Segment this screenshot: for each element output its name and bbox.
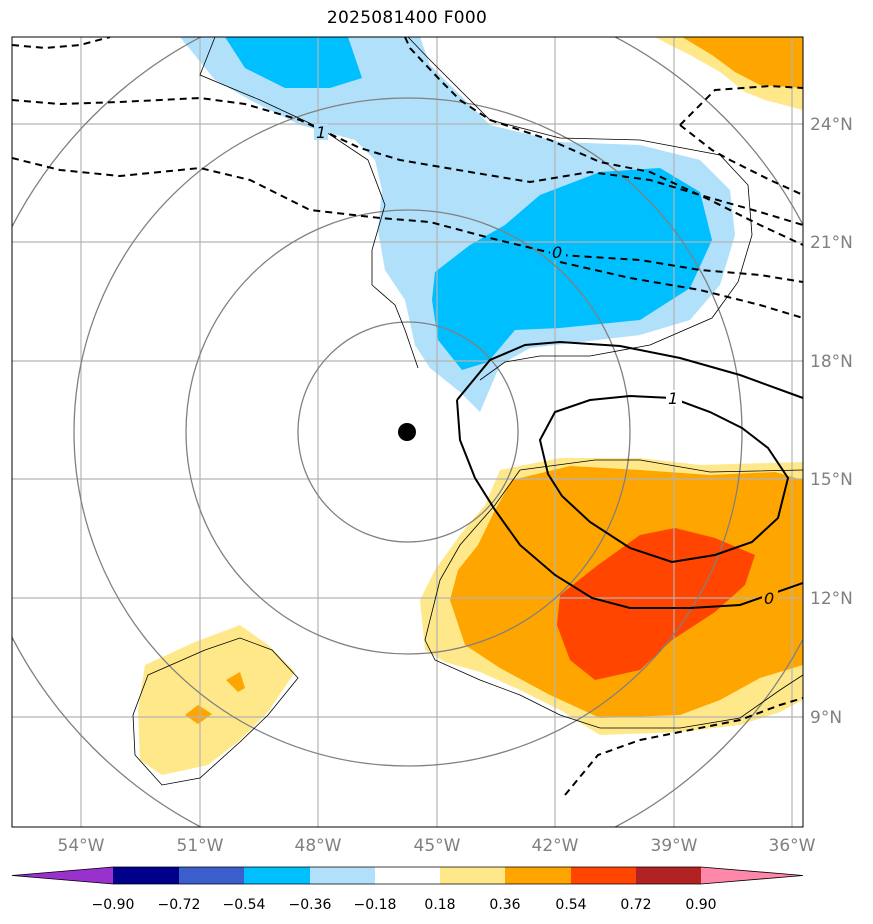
colorbar-tick-label: 0.90 xyxy=(685,897,716,913)
lat-tick-label: 21°N xyxy=(810,233,853,253)
colorbar-tick-label: 0.36 xyxy=(489,897,520,913)
colorbar-swatch xyxy=(505,867,571,884)
contour-label-group-b: 0 xyxy=(550,243,566,262)
lon-tick-label: 39°W xyxy=(651,836,698,856)
colorbar-tick-label: −0.18 xyxy=(354,897,397,913)
contour-label: 0 xyxy=(552,243,562,262)
range-rings xyxy=(12,37,803,827)
lat-tick-label: 9°N xyxy=(810,708,842,728)
colorbar-tick-label: −0.72 xyxy=(158,897,201,913)
colorbar-tick-label: −0.90 xyxy=(92,897,135,913)
lat-tick-label: 24°N xyxy=(810,115,853,135)
lon-tick-label: 51°W xyxy=(177,836,224,856)
gridlines xyxy=(12,37,803,827)
colorbar-swatch xyxy=(375,867,440,884)
lat-tick-labels: 24°N 21°N 18°N 15°N 12°N 9°N xyxy=(810,115,853,728)
colorbar-extend-high xyxy=(701,867,803,884)
colorbar-swatch xyxy=(113,867,179,884)
lon-tick-label: 42°W xyxy=(532,836,579,856)
dashed-contours xyxy=(12,37,803,796)
colorbar-swatch xyxy=(440,867,505,884)
lat-tick-label: 18°N xyxy=(810,352,853,372)
colorbar-extend-low xyxy=(12,867,113,884)
colorbar-swatch xyxy=(636,867,701,884)
contour-one-loop xyxy=(538,394,790,564)
plot-area: 1 0 1 0 xyxy=(12,37,803,827)
orange-spot-left xyxy=(185,705,212,724)
blue-shading-top xyxy=(225,37,362,88)
contour-label: 1 xyxy=(316,123,326,142)
contour-label-group-a: 1 xyxy=(314,123,328,142)
colorbar-tick-label: 0.54 xyxy=(555,897,586,913)
plot-frame xyxy=(11,36,804,828)
contour-label: 0 xyxy=(764,589,774,608)
red-shading-bottom-right xyxy=(557,528,755,680)
contour-label: 1 xyxy=(668,389,678,408)
solid-contours xyxy=(456,340,803,609)
colorbar-tick-label: 0.72 xyxy=(620,897,651,913)
colorbar-swatch xyxy=(179,867,244,884)
lat-tick-label: 12°N xyxy=(810,589,853,609)
colorbar-swatch xyxy=(244,867,310,884)
storm-center-marker xyxy=(398,423,416,441)
colorbar-outline xyxy=(11,866,804,885)
contour-label-group-d: 0 xyxy=(762,589,778,608)
lon-tick-label: 54°W xyxy=(58,836,105,856)
lon-tick-label: 45°W xyxy=(414,836,461,856)
colorbar: −0.90 −0.72 −0.54 −0.36 −0.18 0.18 0.36 … xyxy=(11,866,804,913)
lon-tick-label: 48°W xyxy=(295,836,342,856)
contour-zero-line xyxy=(456,340,803,401)
lon-tick-labels: 54°W 51°W 48°W 45°W 42°W 39°W 36°W xyxy=(58,836,816,856)
lat-tick-label: 15°N xyxy=(810,470,853,490)
map-title: 2025081400 F000 xyxy=(326,8,488,28)
contour-label-group-c: 1 xyxy=(666,389,682,408)
orange-shading-top-right xyxy=(682,37,803,88)
lon-tick-label: 36°W xyxy=(769,836,816,856)
yellow-shading-bottom-left xyxy=(138,625,295,775)
colorbar-tick-label: 0.18 xyxy=(424,897,455,913)
colorbar-swatch xyxy=(310,867,375,884)
colorbar-tick-label: −0.36 xyxy=(289,897,332,913)
orange-spot-right xyxy=(226,672,245,692)
colorbar-swatch xyxy=(571,867,636,884)
blue-shading-center xyxy=(432,168,712,370)
colorbar-tick-label: −0.54 xyxy=(223,897,266,913)
